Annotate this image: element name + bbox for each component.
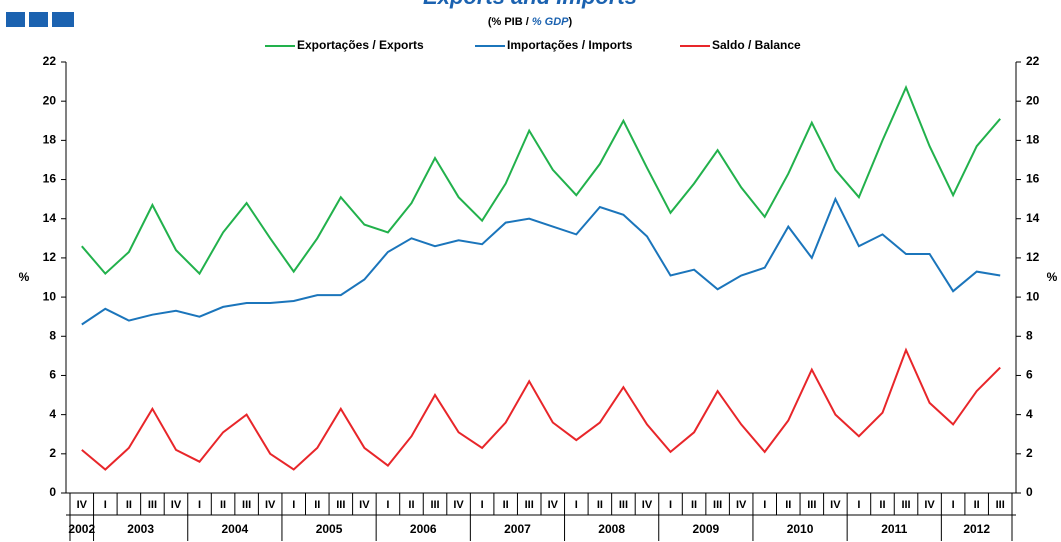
subtitle-part: % GDP	[532, 16, 569, 28]
chart-subtitle: (% PIB / % GDP)	[488, 16, 573, 28]
series-line	[81, 196, 1001, 326]
x-tick-label: I	[104, 499, 107, 511]
x-tick-label: I	[763, 499, 766, 511]
y2-tick-label: 2	[1026, 446, 1033, 460]
x-tick-label: IV	[171, 499, 182, 511]
x-tick-label: II	[974, 499, 980, 511]
subtitle-part: )	[569, 16, 573, 28]
legend-label: Exportações / Exports	[297, 38, 424, 52]
x-tick-label: II	[879, 499, 885, 511]
x-tick-label: II	[408, 499, 414, 511]
x-tick-label: III	[242, 499, 251, 511]
x-tick-label: IV	[924, 499, 935, 511]
x-tick-label: III	[336, 499, 345, 511]
y2-axis-label: %	[1047, 270, 1058, 284]
x-tick-label: I	[952, 499, 955, 511]
x-tick-label: IV	[359, 499, 370, 511]
y-tick-label: 14	[43, 211, 57, 225]
y-tick-label: 4	[49, 407, 56, 421]
y-axis-label: %	[19, 270, 30, 284]
y-tick-label: 22	[43, 54, 57, 68]
year-label: 2003	[127, 522, 154, 536]
x-tick-label: II	[220, 499, 226, 511]
x-tick-label: II	[314, 499, 320, 511]
logo-block	[6, 12, 25, 27]
y2-tick-label: 6	[1026, 368, 1033, 382]
y2-tick-label: 20	[1026, 93, 1040, 107]
y2-tick-label: 16	[1026, 172, 1040, 186]
year-label: 2007	[504, 522, 531, 536]
x-tick-label: III	[619, 499, 628, 511]
x-tick-label: II	[691, 499, 697, 511]
x-tick-label: III	[430, 499, 439, 511]
year-label: 2008	[598, 522, 625, 536]
year-label: 2010	[787, 522, 814, 536]
y-tick-label: 8	[49, 328, 56, 342]
y2-tick-label: 14	[1026, 211, 1040, 225]
x-tick-label: I	[575, 499, 578, 511]
y-tick-label: 12	[43, 250, 57, 264]
y-tick-label: 10	[43, 289, 57, 303]
year-label: 2006	[410, 522, 437, 536]
chart-title: Exports and Imports	[423, 0, 637, 9]
y2-tick-label: 18	[1026, 133, 1040, 147]
x-tick-label: I	[198, 499, 201, 511]
x-tick-label: III	[525, 499, 534, 511]
x-tick-label: IV	[736, 499, 747, 511]
y-tick-label: 18	[43, 133, 57, 147]
x-tick-label: I	[857, 499, 860, 511]
x-tick-label: II	[503, 499, 509, 511]
legend-label: Saldo / Balance	[712, 38, 801, 52]
y2-tick-label: 10	[1026, 289, 1040, 303]
x-tick-label: IV	[830, 499, 841, 511]
y2-tick-label: 12	[1026, 250, 1040, 264]
y-tick-label: 16	[43, 172, 57, 186]
year-label: 2004	[221, 522, 248, 536]
y2-tick-label: 0	[1026, 485, 1033, 499]
logo-block	[52, 12, 74, 27]
x-tick-label: I	[292, 499, 295, 511]
year-label: 2011	[881, 522, 907, 536]
x-tick-label: I	[386, 499, 389, 511]
logo-block	[29, 12, 48, 27]
x-tick-label: IV	[453, 499, 464, 511]
year-label: 2002	[68, 522, 95, 536]
x-tick-label: II	[126, 499, 132, 511]
x-tick-label: III	[713, 499, 722, 511]
x-tick-label: IV	[265, 499, 276, 511]
year-label: 2009	[692, 522, 719, 536]
y-tick-label: 0	[49, 485, 56, 499]
x-tick-label: II	[597, 499, 603, 511]
x-tick-label: III	[148, 499, 157, 511]
x-tick-label: III	[901, 499, 910, 511]
year-label: 2005	[316, 522, 343, 536]
series-line	[81, 347, 1001, 471]
y2-tick-label: 22	[1026, 54, 1040, 68]
x-tick-label: III	[996, 499, 1005, 511]
y2-tick-label: 8	[1026, 328, 1033, 342]
x-tick-label: I	[481, 499, 484, 511]
y-tick-label: 2	[49, 446, 56, 460]
x-tick-label: II	[785, 499, 791, 511]
subtitle-part: (% PIB /	[488, 16, 532, 28]
y-tick-label: 20	[43, 93, 57, 107]
x-tick-label: IV	[77, 499, 88, 511]
y2-tick-label: 4	[1026, 407, 1033, 421]
legend-label: Importações / Imports	[507, 38, 633, 52]
x-tick-label: IV	[642, 499, 653, 511]
year-label: 2012	[963, 522, 990, 536]
x-tick-label: I	[669, 499, 672, 511]
series-line	[81, 84, 1001, 276]
y-tick-label: 6	[49, 368, 56, 382]
x-tick-label: III	[807, 499, 816, 511]
x-tick-label: IV	[548, 499, 559, 511]
